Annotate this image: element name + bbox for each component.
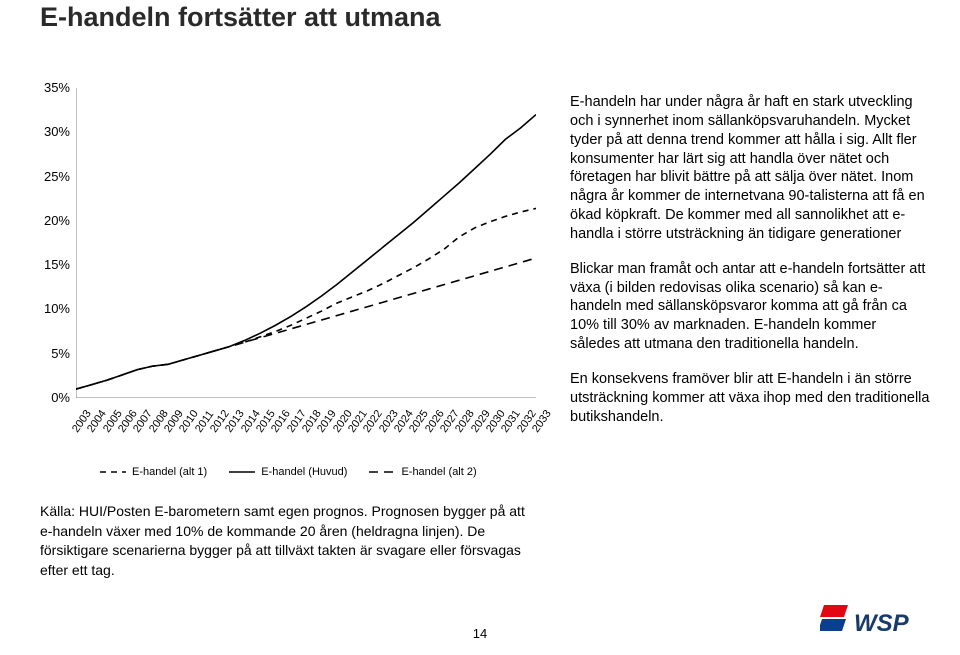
logo-text: WSP xyxy=(854,610,910,637)
y-tick-label: 10% xyxy=(30,301,70,316)
legend-label: E-handel (Huvud) xyxy=(261,466,347,478)
y-tick-label: 15% xyxy=(30,257,70,272)
x-axis-labels: 2003200420052006200720082009201020112012… xyxy=(76,400,536,440)
footer: 14 WSP xyxy=(0,597,960,647)
y-tick-label: 0% xyxy=(30,390,70,405)
chart-series-line xyxy=(76,258,536,389)
legend-label: E-handel (alt 1) xyxy=(132,466,207,478)
legend-item: E-handel (alt 2) xyxy=(369,466,476,478)
chart-legend: E-handel (alt 1) E-handel (Huvud) E-handel… xyxy=(100,466,500,481)
chart-series-line xyxy=(76,115,536,390)
wsp-logo-svg: WSP xyxy=(820,597,940,643)
page-title: E-handeln fortsätter att utmana xyxy=(40,2,441,33)
chart: 0% 5% 10% 15% 20% 25% 30% 35% 20032004200520062… xyxy=(30,80,550,460)
legend-item: E-handel (Huvud) xyxy=(229,466,347,478)
legend-label: E-handel (alt 2) xyxy=(401,466,476,478)
y-tick-label: 35% xyxy=(30,80,70,95)
source-note: Källa: HUI/Posten E-barometern samt egen… xyxy=(40,502,540,580)
legend-swatch xyxy=(100,466,126,478)
body-paragraph: Blickar man framåt och antar att e-hande… xyxy=(570,260,930,354)
y-tick-label: 30% xyxy=(30,124,70,139)
body-text: E-handeln har under några år haft en sta… xyxy=(570,93,930,443)
page-number: 14 xyxy=(0,626,960,641)
chart-svg xyxy=(76,88,536,398)
y-tick-label: 5% xyxy=(30,346,70,361)
legend-swatch xyxy=(369,466,395,478)
body-paragraph: En konsekvens framöver blir att E-handel… xyxy=(570,370,930,427)
wsp-logo: WSP xyxy=(820,597,940,643)
legend-item: E-handel (alt 1) xyxy=(100,466,207,478)
y-tick-label: 20% xyxy=(30,213,70,228)
chart-plot-area xyxy=(76,88,536,398)
legend-swatch xyxy=(229,466,255,478)
body-paragraph: E-handeln har under några år haft en sta… xyxy=(570,93,930,244)
y-tick-label: 25% xyxy=(30,169,70,184)
chart-series-line xyxy=(76,208,536,389)
